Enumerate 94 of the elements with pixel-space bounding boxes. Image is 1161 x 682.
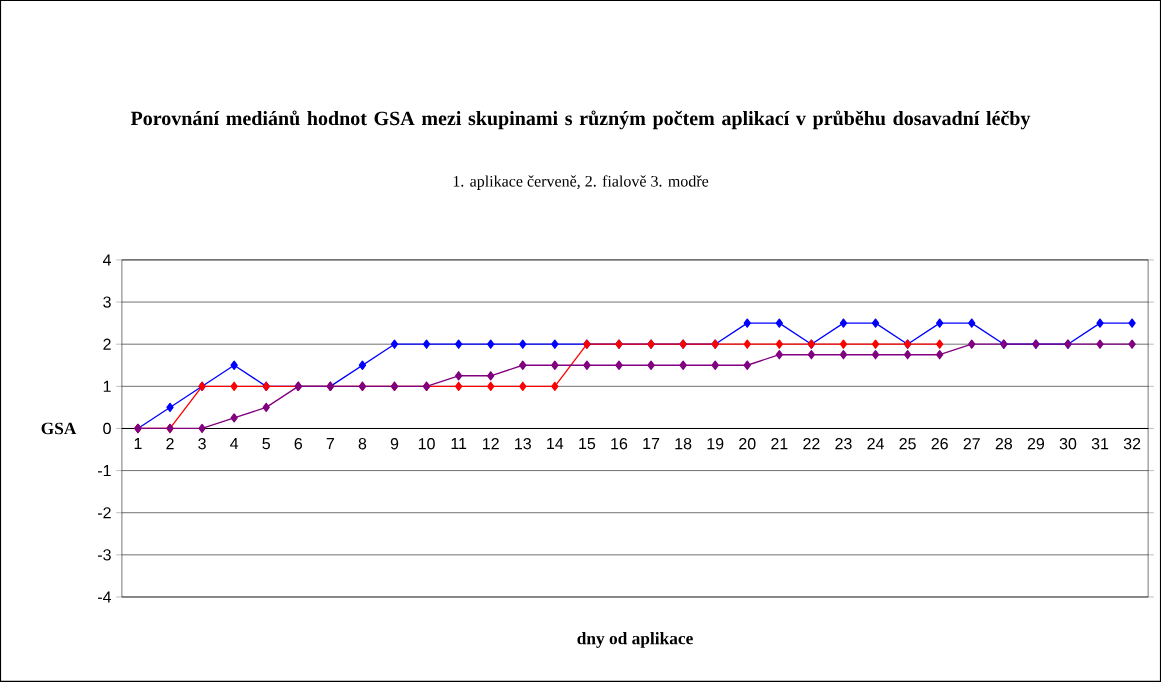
y-axis-title: GSA — [41, 422, 77, 435]
x-tick-label: 18 — [675, 438, 692, 450]
x-tick-label: 25 — [899, 438, 916, 450]
x-tick-label: 22 — [803, 438, 820, 450]
point — [487, 371, 495, 381]
point — [936, 318, 944, 328]
y-tick-label: -1 — [97, 465, 111, 477]
x-tick-label: 9 — [390, 438, 399, 450]
point — [1128, 318, 1136, 328]
point — [487, 381, 495, 392]
point — [1128, 339, 1136, 349]
y-tick-label: -3 — [97, 549, 111, 561]
point — [230, 381, 238, 392]
x-tick-label: 13 — [515, 438, 531, 450]
point — [871, 318, 880, 328]
point — [615, 360, 623, 370]
chart-subtitle: 1. aplikace červeně, 2. fialově 3. modře — [453, 175, 709, 190]
point — [647, 360, 655, 370]
x-tick-label: 10 — [418, 438, 435, 450]
point — [775, 318, 783, 328]
x-tick-label: 19 — [707, 438, 724, 450]
point — [198, 423, 206, 434]
x-tick-label: 2 — [166, 438, 174, 450]
point — [358, 360, 367, 370]
y-tick-label: 2 — [103, 338, 111, 350]
point — [551, 360, 559, 370]
point — [1096, 318, 1104, 328]
x-tick-label: 20 — [739, 438, 756, 450]
x-tick-label: 1 — [134, 438, 142, 450]
point — [743, 318, 751, 328]
point — [166, 402, 174, 413]
x-tick-label: 3 — [198, 438, 206, 450]
x-tick-label: 29 — [1027, 438, 1045, 450]
point — [454, 339, 463, 349]
point — [807, 350, 816, 360]
point — [968, 339, 976, 349]
point — [871, 350, 880, 360]
x-tick-label: 24 — [867, 438, 884, 450]
y-tick-label: 0 — [103, 422, 111, 435]
x-tick-label: 16 — [611, 438, 628, 450]
point — [454, 381, 463, 392]
point — [839, 339, 848, 349]
x-tick-label: 30 — [1059, 438, 1077, 450]
point — [871, 339, 880, 349]
x-tick-label: 12 — [483, 438, 499, 450]
point — [390, 339, 399, 349]
x-tick-label: 4 — [230, 438, 239, 450]
point — [839, 318, 848, 328]
point — [1096, 339, 1104, 349]
x-tick-label: 27 — [963, 438, 980, 450]
x-tick-label: 26 — [931, 438, 948, 450]
point — [454, 371, 463, 381]
point — [743, 339, 751, 349]
point — [743, 360, 751, 370]
point — [487, 339, 495, 349]
point — [968, 318, 976, 328]
point — [551, 339, 559, 349]
point — [775, 350, 783, 360]
point — [583, 360, 591, 370]
x-tick-label: 6 — [294, 438, 303, 450]
point — [839, 350, 848, 360]
point — [775, 339, 783, 349]
point — [936, 350, 944, 360]
x-tick-label: 14 — [547, 438, 564, 450]
x-tick-label: 28 — [995, 438, 1013, 450]
point — [903, 350, 912, 360]
x-tick-label: 23 — [835, 438, 852, 450]
x-tick-label: 7 — [326, 438, 334, 450]
x-tick-label: 11 — [451, 438, 467, 450]
point — [679, 360, 687, 370]
point — [519, 339, 527, 349]
y-tick-label: -2 — [97, 507, 111, 519]
x-tick-label: 8 — [358, 438, 367, 450]
point — [230, 360, 238, 370]
y-tick-label: 1 — [103, 380, 111, 392]
point — [551, 381, 559, 392]
chart-title: Porovnání mediánů hodnot GSA mezi skupinami s různým počtem aplikací v průběhu dosavadní léčby — [130, 110, 1031, 130]
point — [262, 402, 270, 413]
point — [230, 413, 238, 423]
point — [519, 381, 527, 392]
x-tick-label: 17 — [643, 438, 660, 450]
x-tick-label: 31 — [1091, 438, 1109, 450]
point — [711, 360, 719, 370]
point — [936, 339, 944, 349]
y-tick-label: -4 — [97, 591, 112, 603]
y-tick-label: 3 — [103, 296, 111, 308]
y-tick-label: 4 — [102, 254, 112, 266]
x-tick-label: 32 — [1123, 438, 1141, 450]
x-axis-title: dny od aplikace — [577, 632, 693, 648]
point — [422, 339, 431, 349]
point — [519, 360, 527, 370]
x-tick-label: 21 — [771, 438, 788, 450]
x-tick-label: 15 — [579, 438, 596, 450]
x-tick-label: 5 — [262, 438, 270, 450]
